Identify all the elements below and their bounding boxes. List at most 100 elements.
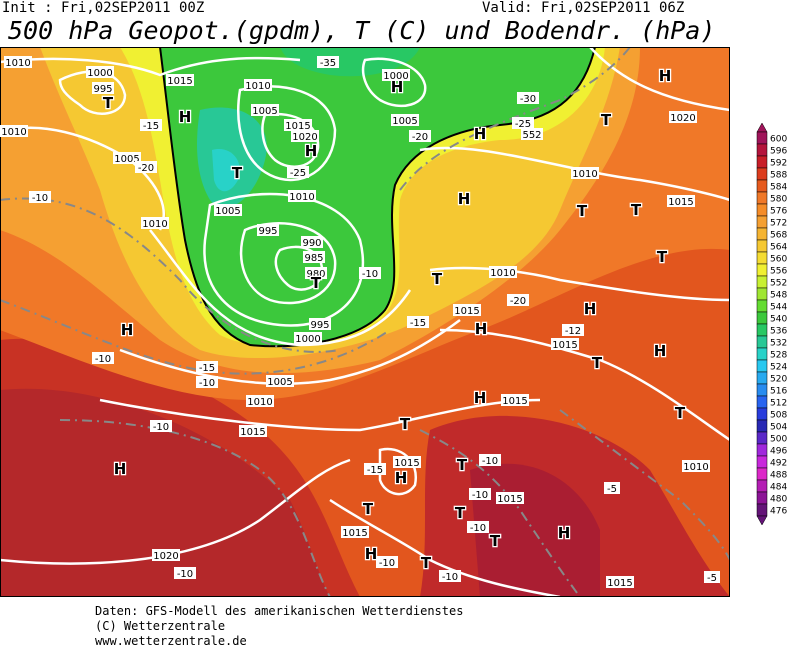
label-box: [305, 267, 327, 279]
label-box: [341, 526, 369, 538]
pressure-center: H: [365, 545, 378, 563]
scale-cell: [756, 503, 768, 517]
label-box: [29, 191, 51, 203]
label-box: [174, 567, 196, 579]
contour-label: 1020: [670, 113, 695, 124]
label-box: [92, 352, 114, 364]
scale-cell: [756, 251, 768, 265]
pressure-center: T: [232, 164, 243, 182]
scale-label: 568: [770, 231, 787, 241]
label-box: [257, 224, 279, 236]
contour-label: 1010: [289, 192, 314, 203]
contour-label: -10: [177, 569, 193, 580]
contour-label: 1010: [490, 268, 515, 279]
contour-label: -10: [362, 269, 378, 280]
pressure-center: H: [558, 524, 571, 542]
scale-cell: [756, 347, 768, 361]
scale-label: 576: [770, 207, 787, 217]
scale-label: 540: [770, 315, 787, 325]
contour-label: 1015: [454, 306, 479, 317]
label-box: [704, 571, 720, 583]
pressure-center: H: [475, 320, 488, 338]
scale-label: 492: [770, 459, 787, 469]
pressure-center: H: [474, 125, 487, 143]
pressure-center: H: [659, 67, 672, 85]
contour-label: 1005: [252, 106, 277, 117]
scale-label: 560: [770, 255, 787, 265]
label-box: [467, 521, 489, 533]
scale-label: 552: [770, 279, 787, 289]
contour-label: 1005: [114, 154, 139, 165]
label-box: [501, 394, 529, 406]
scale-cell: [756, 155, 768, 169]
map-title: 500 hPa Geopot.(gpdm), T (C) und Bodendr…: [8, 16, 715, 45]
scale-label: 584: [770, 183, 787, 193]
label-box: [489, 266, 517, 278]
contour-label: 1020: [292, 132, 317, 143]
scale-label: 580: [770, 195, 787, 205]
color-scale: 600 596 592 588 584 580 576 572 568 564 560 556 552 5…: [756, 122, 787, 526]
scale-label: 512: [770, 399, 787, 409]
label-box: [140, 119, 162, 131]
contour-label: -10: [32, 193, 48, 204]
contour-label: -5: [607, 484, 617, 495]
scale-cell: [756, 383, 768, 397]
scale-cell: [756, 479, 768, 493]
contour-label: 1015: [167, 76, 192, 87]
scale-label: 544: [770, 303, 787, 313]
scale-cell: [756, 395, 768, 409]
contour-label: 1000: [87, 68, 112, 79]
label-box: [453, 304, 481, 316]
label-box: [551, 338, 579, 350]
label-box: [496, 492, 524, 504]
pressure-center: T: [657, 248, 668, 266]
scale-cell: [756, 455, 768, 469]
label-box: [667, 195, 695, 207]
pressure-center: H: [584, 300, 597, 318]
contour-label: 1015: [668, 197, 693, 208]
label-box: [507, 294, 529, 306]
label-box: [604, 482, 620, 494]
pressure-center: T: [675, 404, 686, 422]
label-box: [214, 204, 242, 216]
contour-label: -10: [442, 572, 458, 583]
contour-label: 1015: [342, 528, 367, 539]
label-box: [391, 114, 419, 126]
contour-label: -15: [410, 318, 426, 329]
scale-cell: [756, 179, 768, 193]
contour-label: -35: [320, 58, 336, 69]
scale-cell: [756, 335, 768, 349]
scale-cell: [756, 263, 768, 277]
scale-label: 508: [770, 411, 787, 421]
warm-field: [0, 388, 330, 597]
contour-label: 980: [306, 269, 325, 280]
label-box: [409, 130, 431, 142]
contour-label: 1015: [552, 340, 577, 351]
pressure-center: T: [311, 274, 322, 292]
contour-label: 1010: [142, 219, 167, 230]
label-box: [376, 556, 398, 568]
label-box: [196, 376, 218, 388]
contour-label: 995: [258, 226, 277, 237]
contour-label: 990: [302, 238, 321, 249]
contour-label: 1015: [497, 494, 522, 505]
scale-label: 592: [770, 159, 787, 169]
pressure-center: H: [114, 460, 127, 478]
contour-label: -10: [379, 558, 395, 569]
scale-cell: [756, 467, 768, 481]
label-box: [301, 236, 323, 248]
scale-label: 596: [770, 147, 787, 157]
scale-label: 548: [770, 291, 787, 301]
pressure-center: H: [391, 78, 404, 96]
label-box: [393, 456, 421, 468]
contour-label: 1020: [153, 551, 178, 562]
pressure-center: T: [363, 500, 374, 518]
pressure-center: T: [457, 456, 468, 474]
contour-label: 1015: [607, 578, 632, 589]
contour-label: -20: [412, 132, 428, 143]
scale-label: 528: [770, 351, 787, 361]
label-box: [244, 79, 272, 91]
label-box: [606, 576, 634, 588]
contour-label: 1015: [285, 121, 310, 132]
